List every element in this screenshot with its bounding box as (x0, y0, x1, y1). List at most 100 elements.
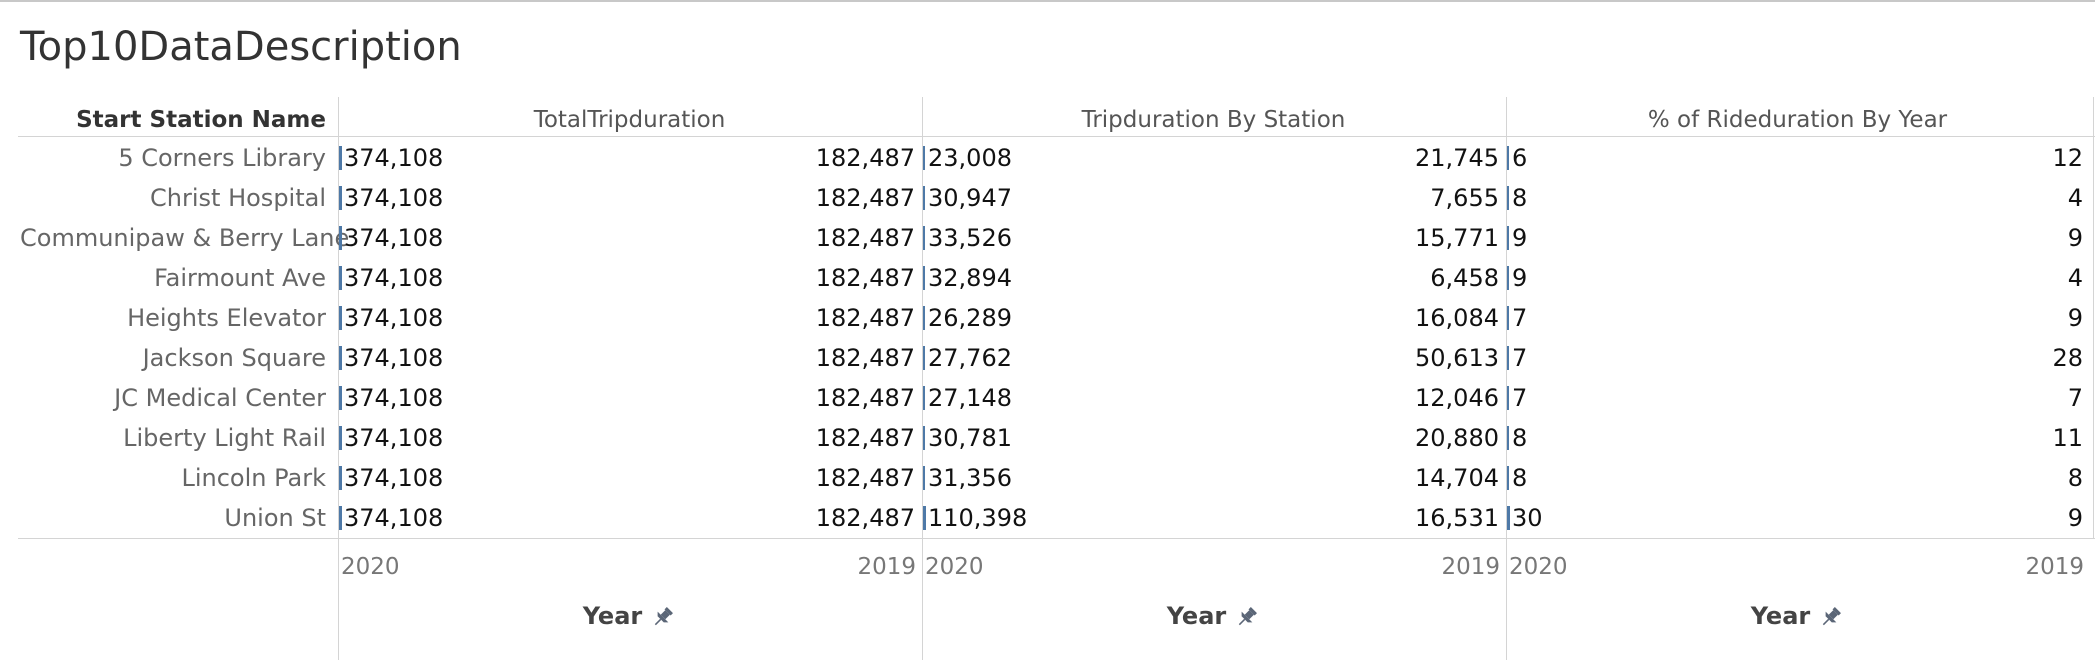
axis-tick-label: 2020 (341, 554, 400, 580)
pin-icon[interactable] (1234, 604, 1260, 630)
value-label-2019: 6,458 (1430, 264, 1499, 292)
axis-tick-label: 2020 (925, 554, 984, 580)
bar-mark[interactable] (923, 146, 925, 170)
value-label-2020: 30,947 (928, 184, 1012, 212)
value-label-2019: 182,487 (815, 384, 915, 412)
axis-tick-label: 2019 (857, 554, 916, 580)
bar-mark[interactable] (339, 306, 342, 330)
axis-tick-label: 2020 (1509, 554, 1568, 580)
axis-title[interactable]: Year (922, 600, 1505, 632)
bar-mark[interactable] (923, 266, 925, 290)
station-label: Heights Elevator (127, 304, 326, 332)
value-label-2020: 8 (1512, 464, 1528, 492)
value-label-2019: 182,487 (815, 184, 915, 212)
bar-mark[interactable] (1507, 506, 1510, 530)
header-rule (18, 136, 2095, 137)
value-label-2020: 6 (1512, 144, 1528, 172)
rows-bottom-rule (18, 538, 2095, 539)
page-title: Top10DataDescription (20, 24, 462, 70)
axis-title-text: Year (582, 602, 643, 630)
bar-mark[interactable] (339, 506, 342, 530)
bar-mark[interactable] (339, 426, 342, 450)
bar-mark[interactable] (923, 306, 925, 330)
panel-header[interactable]: % of Rideduration By Year (1647, 107, 1948, 133)
bar-mark[interactable] (923, 426, 925, 450)
value-label-2020: 110,398 (928, 504, 1028, 532)
value-label-2019: 7,655 (1430, 184, 1499, 212)
bar-mark[interactable] (339, 386, 342, 410)
value-label-2020: 374,108 (344, 304, 444, 332)
panel-header[interactable]: TotalTripduration (533, 107, 726, 133)
pin-icon[interactable] (1818, 604, 1844, 630)
value-label-2019: 12,046 (1415, 384, 1499, 412)
value-label-2019: 9 (2067, 304, 2083, 332)
value-label-2020: 27,762 (928, 344, 1012, 372)
value-label-2020: 374,108 (344, 464, 444, 492)
bar-mark[interactable] (923, 226, 925, 250)
value-label-2020: 374,108 (344, 224, 444, 252)
bar-mark[interactable] (339, 226, 342, 250)
axis-tick-label: 2019 (1441, 554, 1500, 580)
station-label: Lincoln Park (181, 464, 326, 492)
value-label-2020: 374,108 (344, 344, 444, 372)
value-label-2020: 7 (1512, 304, 1528, 332)
bar-mark[interactable] (1507, 266, 1509, 290)
top-border (0, 0, 2095, 2)
value-label-2019: 50,613 (1415, 344, 1499, 372)
bar-mark[interactable] (923, 506, 926, 530)
bar-mark[interactable] (923, 346, 925, 370)
value-label-2020: 31,356 (928, 464, 1012, 492)
bar-mark[interactable] (339, 346, 342, 370)
value-label-2019: 28 (2052, 344, 2083, 372)
bar-mark[interactable] (1507, 466, 1509, 490)
bar-mark[interactable] (1507, 346, 1509, 370)
value-label-2020: 32,894 (928, 264, 1012, 292)
bar-mark[interactable] (339, 466, 342, 490)
value-label-2020: 374,108 (344, 424, 444, 452)
station-label: Communipaw & Berry Lane (20, 224, 350, 252)
value-label-2020: 27,148 (928, 384, 1012, 412)
bar-mark[interactable] (923, 386, 925, 410)
bar-mark[interactable] (1507, 226, 1509, 250)
bar-mark[interactable] (339, 146, 342, 170)
value-label-2019: 16,531 (1415, 504, 1499, 532)
station-label: Union St (224, 504, 326, 532)
bar-mark[interactable] (923, 186, 925, 210)
value-label-2020: 7 (1512, 384, 1528, 412)
bar-mark[interactable] (1507, 186, 1509, 210)
value-label-2019: 9 (2067, 224, 2083, 252)
panel-divider (1506, 97, 1507, 660)
value-label-2020: 30 (1512, 504, 1543, 532)
value-label-2020: 374,108 (344, 144, 444, 172)
value-label-2020: 33,526 (928, 224, 1012, 252)
value-label-2019: 182,487 (815, 464, 915, 492)
station-label: Liberty Light Rail (123, 424, 326, 452)
value-label-2020: 30,781 (928, 424, 1012, 452)
bar-mark[interactable] (339, 266, 342, 290)
bar-mark[interactable] (1507, 146, 1509, 170)
value-label-2019: 11 (2052, 424, 2083, 452)
value-label-2020: 7 (1512, 344, 1528, 372)
value-label-2019: 182,487 (815, 304, 915, 332)
value-label-2020: 374,108 (344, 184, 444, 212)
value-label-2020: 9 (1512, 224, 1528, 252)
bar-mark[interactable] (1507, 426, 1509, 450)
panel-divider (922, 97, 923, 660)
bar-mark[interactable] (1507, 306, 1509, 330)
bar-mark[interactable] (1507, 386, 1509, 410)
axis-title-text: Year (1166, 602, 1227, 630)
value-label-2020: 374,108 (344, 264, 444, 292)
axis-title[interactable]: Year (338, 600, 921, 632)
panel-header[interactable]: Tripduration By Station (1081, 107, 1346, 133)
station-label: Christ Hospital (150, 184, 326, 212)
bar-mark[interactable] (339, 186, 342, 210)
value-label-2019: 9 (2067, 504, 2083, 532)
bar-mark[interactable] (923, 466, 925, 490)
panel-divider (2093, 97, 2094, 538)
axis-title[interactable]: Year (1506, 600, 2089, 632)
pin-icon[interactable] (650, 604, 676, 630)
station-label: 5 Corners Library (118, 144, 326, 172)
value-label-2019: 16,084 (1415, 304, 1499, 332)
value-label-2020: 374,108 (344, 384, 444, 412)
